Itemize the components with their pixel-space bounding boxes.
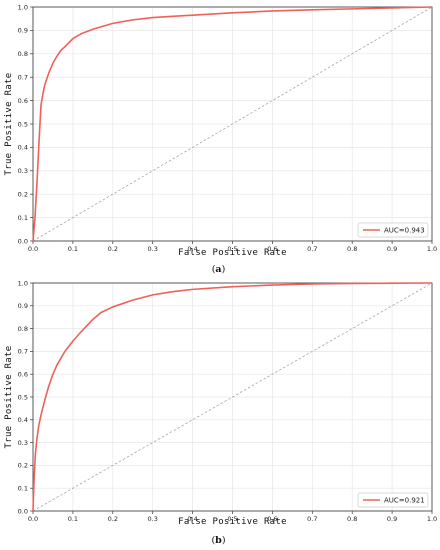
y-tick-label: 0.4 [18, 144, 28, 152]
x-tick-label: 0.1 [68, 245, 78, 253]
x-tick-label: 0.5 [227, 515, 237, 523]
y-tick-label: 0.1 [18, 485, 28, 493]
panel-label: (a) [212, 264, 226, 275]
x-tick-label: 0.8 [347, 515, 357, 523]
y-tick-label: 0.9 [18, 302, 28, 310]
x-tick-label: 0.9 [387, 515, 397, 523]
x-tick-label: 1.0 [427, 515, 437, 523]
y-tick-label: 0.6 [18, 97, 28, 105]
roc-panel-a: 0.0 0.1 0.2 0.3 0.4 0.5 0.6 0.7 0.8 0.9 1.0 0.0 0.1 0… [4, 3, 437, 275]
x-tick-label: 0.4 [187, 515, 197, 523]
x-tick-label: 0.7 [307, 245, 317, 253]
x-tick-label: 0.0 [28, 515, 38, 523]
x-tick-label: 0.8 [347, 245, 357, 253]
x-tick-label: 0.7 [307, 515, 317, 523]
legend-label: AUC=0.921 [384, 497, 425, 505]
panel-label-open: ( [212, 264, 216, 275]
x-tick-label: 0.0 [28, 245, 38, 253]
x-tick-label: 0.2 [108, 515, 118, 523]
legend-box [357, 222, 429, 238]
x-tick-label: 0.6 [267, 245, 277, 253]
roc-curve-line [32, 6, 433, 242]
panel-label-close: ) [222, 264, 226, 275]
y-tick-label: 0.7 [18, 74, 28, 82]
plot-frame [32, 282, 433, 512]
y-tick-label: 1.0 [18, 3, 28, 11]
x-tick-label: 0.1 [68, 515, 78, 523]
x-tick-label: 1.0 [427, 245, 437, 253]
y-tick-label: 0.5 [18, 393, 28, 401]
plot-frame [32, 6, 433, 242]
y-tick-label: 0.0 [18, 237, 28, 245]
y-tick-label: 0.3 [18, 439, 28, 447]
y-tick-label: 0.3 [18, 167, 28, 175]
x-tick-label: 0.2 [108, 245, 118, 253]
y-tick-label: 0.5 [18, 120, 28, 128]
x-tick-label: 0.4 [187, 245, 197, 253]
x-axis-label: False Positive Rate [178, 248, 287, 258]
x-axis-label: False Positive Rate [178, 517, 287, 527]
y-axis-label: True Positive Rate [4, 73, 14, 176]
x-tick-label: 0.6 [267, 515, 277, 523]
x-tick-label: 0.5 [227, 245, 237, 253]
panel-label-letter: a [215, 264, 221, 275]
panel-label-open: ( [211, 535, 215, 546]
panel-label-letter: b [215, 535, 222, 546]
y-tick-label: 0.8 [18, 50, 28, 58]
roc-curve-line [32, 282, 433, 512]
y-tick-label: 0.4 [18, 416, 28, 424]
y-tick-label: 0.9 [18, 27, 28, 35]
y-tick-label: 0.7 [18, 348, 28, 356]
y-axis-label: True Positive Rate [4, 346, 14, 449]
chance-diagonal-line [32, 6, 433, 242]
panel-label-close: ) [222, 535, 226, 546]
y-tick-label: 0.6 [18, 371, 28, 379]
y-tick-label: 0.2 [18, 191, 28, 199]
panel-label: (b) [211, 535, 225, 546]
x-tick-label: 0.9 [387, 245, 397, 253]
roc-panel-b: 0.0 0.1 0.2 0.3 0.4 0.5 0.6 0.7 0.8 0.9 1.0 0.0 0.1 0… [4, 279, 437, 546]
x-tick-label: 0.3 [148, 245, 158, 253]
y-tick-label: 0.8 [18, 325, 28, 333]
y-tick-label: 1.0 [18, 279, 28, 287]
y-tick-label: 0.1 [18, 214, 28, 222]
y-tick-label: 0.2 [18, 462, 28, 470]
x-tick-label: 0.3 [148, 515, 158, 523]
legend-label: AUC=0.943 [384, 227, 425, 235]
chance-diagonal-line [32, 282, 433, 512]
y-tick-label: 0.0 [18, 507, 28, 515]
legend-box [357, 492, 429, 508]
